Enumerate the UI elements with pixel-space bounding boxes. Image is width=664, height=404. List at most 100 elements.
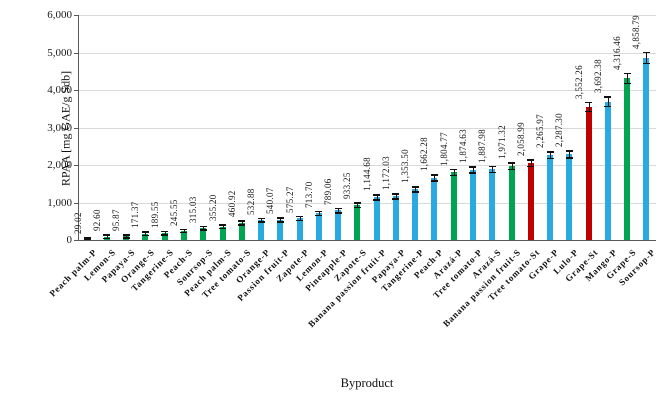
- bar: [566, 154, 573, 240]
- error-bar-cap: [488, 165, 496, 168]
- error-bar-cap: [353, 202, 361, 204]
- bar: [450, 172, 457, 240]
- bar: [219, 226, 226, 240]
- bar: [373, 197, 380, 240]
- error-bar-cap: [334, 207, 342, 210]
- error-bar-cap: [604, 96, 612, 98]
- bar-value-label: 315.03: [188, 196, 199, 223]
- error-bar-cap: [199, 229, 207, 231]
- error-bar: [511, 162, 513, 170]
- error-bar-cap: [604, 105, 612, 108]
- y-axis-tick: [74, 165, 78, 166]
- error-bar-cap: [219, 227, 226, 230]
- error-bar: [203, 225, 205, 231]
- y-axis-tick: [74, 15, 78, 16]
- y-axis-tick-label: 3,000: [47, 122, 72, 134]
- error-bar-cap: [546, 151, 554, 153]
- error-bar: [241, 220, 243, 226]
- bar: [315, 213, 322, 240]
- error-bar-cap: [334, 212, 342, 214]
- bar: [296, 218, 303, 240]
- bar-value-label: 3,552.26: [573, 64, 584, 99]
- error-bar-cap: [84, 238, 92, 240]
- bar: [335, 210, 342, 240]
- y-axis-tick-label: 1,000: [47, 197, 72, 209]
- x-axis-title: Byproduct: [340, 376, 394, 390]
- error-bar-cap: [450, 174, 458, 177]
- bar-value-label: 1,874.63: [457, 129, 468, 164]
- bar: [258, 220, 265, 240]
- error-bar-cap: [161, 230, 169, 233]
- error-bar-cap: [122, 237, 130, 239]
- bar-value-label: 460.92: [226, 190, 237, 218]
- error-bar: [222, 224, 224, 229]
- error-bar: [492, 165, 494, 173]
- bar-value-label: 713.70: [303, 181, 314, 208]
- bar-value-label: 2,058.99: [515, 122, 526, 157]
- bar: [200, 228, 207, 240]
- error-bar-cap: [527, 159, 535, 161]
- bar-value-label: 1,353.50: [400, 149, 411, 184]
- bar-value-label: 1,144.68: [361, 157, 372, 192]
- error-bar: [472, 166, 474, 174]
- error-bar: [183, 228, 185, 233]
- error-bar: [164, 230, 166, 236]
- bar-value-label: 4,316.46: [612, 35, 623, 70]
- error-bar-cap: [276, 217, 284, 219]
- y-gridline: [78, 53, 656, 54]
- error-bar-cap: [546, 157, 554, 160]
- y-gridline: [78, 15, 656, 16]
- y-axis-tick: [74, 90, 78, 91]
- x-axis-line: [78, 240, 656, 241]
- error-bar: [550, 151, 552, 159]
- error-bar-cap: [392, 193, 400, 195]
- y-axis-tick-label: 0: [66, 234, 73, 246]
- bar: [392, 196, 399, 240]
- error-bar-cap: [103, 234, 111, 236]
- bar-value-label: 245.55: [168, 199, 179, 226]
- y-gridline: [78, 165, 656, 166]
- error-bar-cap: [315, 210, 323, 213]
- error-bar-cap: [219, 224, 226, 226]
- error-bar-cap: [430, 174, 438, 176]
- error-bar-cap: [623, 82, 631, 85]
- error-bar-cap: [180, 231, 188, 234]
- bar-value-label: 355.20: [207, 194, 218, 222]
- error-bar: [261, 217, 263, 223]
- bar: [238, 222, 245, 240]
- bar: [643, 57, 650, 240]
- bar: [180, 230, 187, 240]
- error-bar: [145, 231, 147, 236]
- bar-value-label: 1,804.77: [438, 131, 449, 166]
- y-axis-tick: [74, 53, 78, 54]
- y-axis-tick: [74, 128, 78, 129]
- error-bar: [646, 51, 648, 64]
- bar-value-label: 95.87: [111, 209, 122, 232]
- y-gridline: [78, 128, 656, 129]
- error-bar-cap: [411, 191, 419, 193]
- error-bar-cap: [141, 231, 149, 233]
- bar-value-label: 1,662.28: [419, 137, 430, 172]
- bar: [431, 177, 438, 240]
- error-bar: [106, 234, 108, 239]
- bar: [469, 169, 476, 240]
- bar: [624, 78, 631, 240]
- bar-value-label: 2,287.30: [554, 113, 565, 148]
- bar-value-label: 171.37: [130, 201, 141, 229]
- y-axis-tick-label: 4,000: [47, 84, 72, 96]
- error-bar-cap: [508, 168, 515, 171]
- y-axis-tick: [74, 203, 78, 204]
- error-bar-cap: [257, 221, 265, 223]
- bar-value-label: 2,265.97: [535, 114, 546, 149]
- bar-value-label: 1,172.03: [380, 156, 391, 191]
- error-bar: [376, 194, 378, 201]
- error-bar: [357, 202, 359, 208]
- error-bar-cap: [585, 101, 593, 104]
- error-bar-cap: [430, 180, 438, 182]
- bar: [412, 189, 419, 240]
- bar-value-label: 189.55: [149, 201, 160, 228]
- error-bar-cap: [141, 234, 149, 237]
- y-gridline: [78, 203, 656, 204]
- bar: [547, 155, 554, 240]
- error-bar-cap: [296, 219, 304, 222]
